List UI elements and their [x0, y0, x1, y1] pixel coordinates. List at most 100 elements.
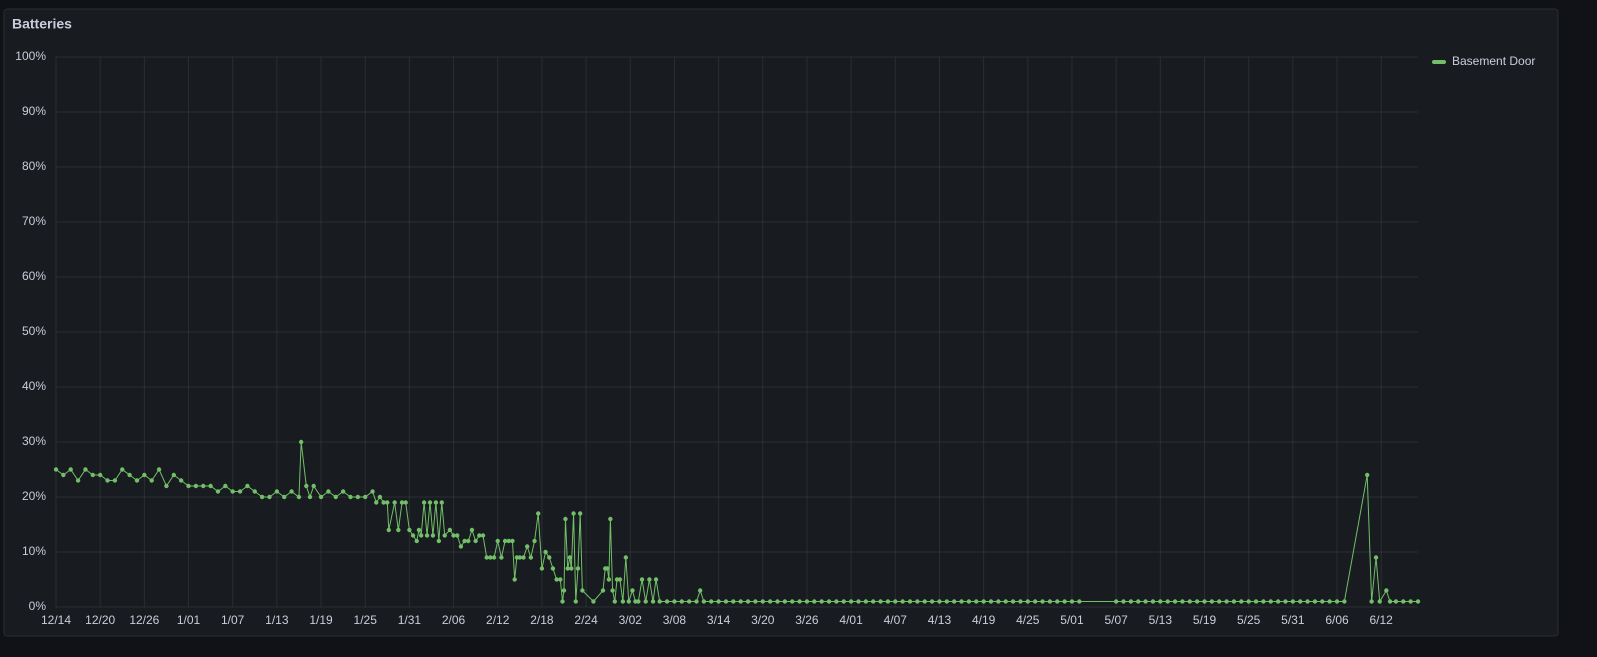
y-tick-label: 30%	[22, 434, 46, 448]
data-point	[473, 538, 478, 544]
data-point	[606, 577, 612, 582]
data-point	[536, 511, 541, 516]
data-point	[716, 599, 721, 604]
data-point	[1062, 599, 1067, 604]
data-point	[120, 467, 125, 472]
data-point	[495, 538, 500, 544]
panel-title: Batteries	[12, 16, 72, 32]
data-point	[407, 527, 412, 533]
data-point	[647, 577, 652, 582]
data-point	[424, 533, 430, 538]
data-point	[565, 566, 570, 571]
x-tick-label: 1/25	[354, 613, 378, 627]
data-point	[363, 494, 368, 500]
data-point	[804, 599, 810, 604]
data-point	[1055, 599, 1060, 604]
x-tick-label: 2/18	[530, 613, 554, 627]
data-point	[326, 489, 331, 494]
data-point	[664, 599, 670, 604]
data-point	[775, 599, 780, 604]
legend-item[interactable]: Basement Door	[1432, 54, 1535, 68]
data-point	[289, 489, 294, 494]
data-point	[1327, 599, 1332, 604]
data-point	[506, 538, 511, 544]
data-point	[1069, 599, 1075, 604]
data-point	[53, 467, 59, 472]
data-point	[1320, 599, 1325, 604]
data-point	[620, 599, 626, 604]
data-point	[1224, 599, 1229, 604]
data-point	[797, 599, 802, 604]
data-point	[974, 599, 979, 604]
x-tick-label: 4/13	[928, 613, 952, 627]
data-point	[819, 599, 824, 604]
data-point	[418, 533, 424, 538]
data-point	[591, 599, 596, 604]
data-point	[608, 516, 613, 522]
data-point	[252, 489, 257, 494]
data-point	[1121, 599, 1126, 604]
data-point	[528, 555, 534, 560]
data-point	[436, 538, 442, 544]
data-point	[944, 599, 950, 604]
data-point	[1268, 599, 1273, 604]
data-point	[1342, 599, 1347, 604]
y-tick-label: 90%	[22, 104, 46, 118]
data-point	[112, 478, 118, 483]
data-point	[550, 566, 556, 571]
data-point	[643, 599, 648, 604]
x-tick-label: 3/02	[619, 613, 643, 627]
data-point	[484, 555, 489, 560]
data-point	[639, 577, 645, 582]
data-point	[1202, 599, 1207, 604]
data-point	[416, 527, 422, 533]
data-point	[447, 527, 453, 533]
data-point	[311, 483, 316, 489]
y-tick-label: 20%	[22, 489, 46, 503]
data-point	[458, 544, 464, 549]
data-point	[97, 472, 103, 478]
data-point	[672, 599, 677, 604]
data-point	[650, 599, 656, 604]
data-point	[1187, 599, 1192, 604]
data-point	[988, 599, 994, 604]
x-tick-label: 4/25	[1016, 613, 1040, 627]
data-point	[83, 467, 88, 472]
x-tick-label: 5/07	[1104, 613, 1128, 627]
data-point	[558, 577, 563, 582]
data-point	[782, 599, 788, 604]
data-point	[1003, 599, 1008, 604]
data-point	[421, 500, 427, 505]
data-point	[937, 599, 942, 604]
data-point	[396, 527, 401, 533]
data-point	[996, 599, 1001, 604]
data-point	[491, 555, 497, 560]
data-point	[561, 588, 567, 593]
data-point	[521, 555, 526, 560]
data-point	[1143, 599, 1148, 604]
data-point	[657, 599, 662, 604]
data-point	[1010, 599, 1016, 604]
data-point	[630, 588, 635, 593]
data-point	[1384, 588, 1389, 593]
data-point	[1158, 599, 1163, 604]
data-point	[455, 533, 460, 538]
data-point	[1239, 599, 1244, 604]
data-point	[577, 511, 583, 516]
data-point	[156, 467, 162, 472]
data-point	[900, 599, 905, 604]
data-point	[1040, 599, 1045, 604]
data-point	[134, 478, 140, 483]
x-tick-label: 4/19	[972, 613, 996, 627]
data-point	[959, 599, 964, 604]
data-point	[1253, 599, 1259, 604]
data-point	[915, 599, 920, 604]
data-point	[245, 483, 250, 489]
data-point	[580, 588, 585, 593]
data-point	[767, 599, 773, 604]
data-point	[237, 489, 243, 494]
data-point	[399, 500, 405, 505]
data-point	[178, 478, 184, 483]
data-point	[567, 555, 573, 560]
